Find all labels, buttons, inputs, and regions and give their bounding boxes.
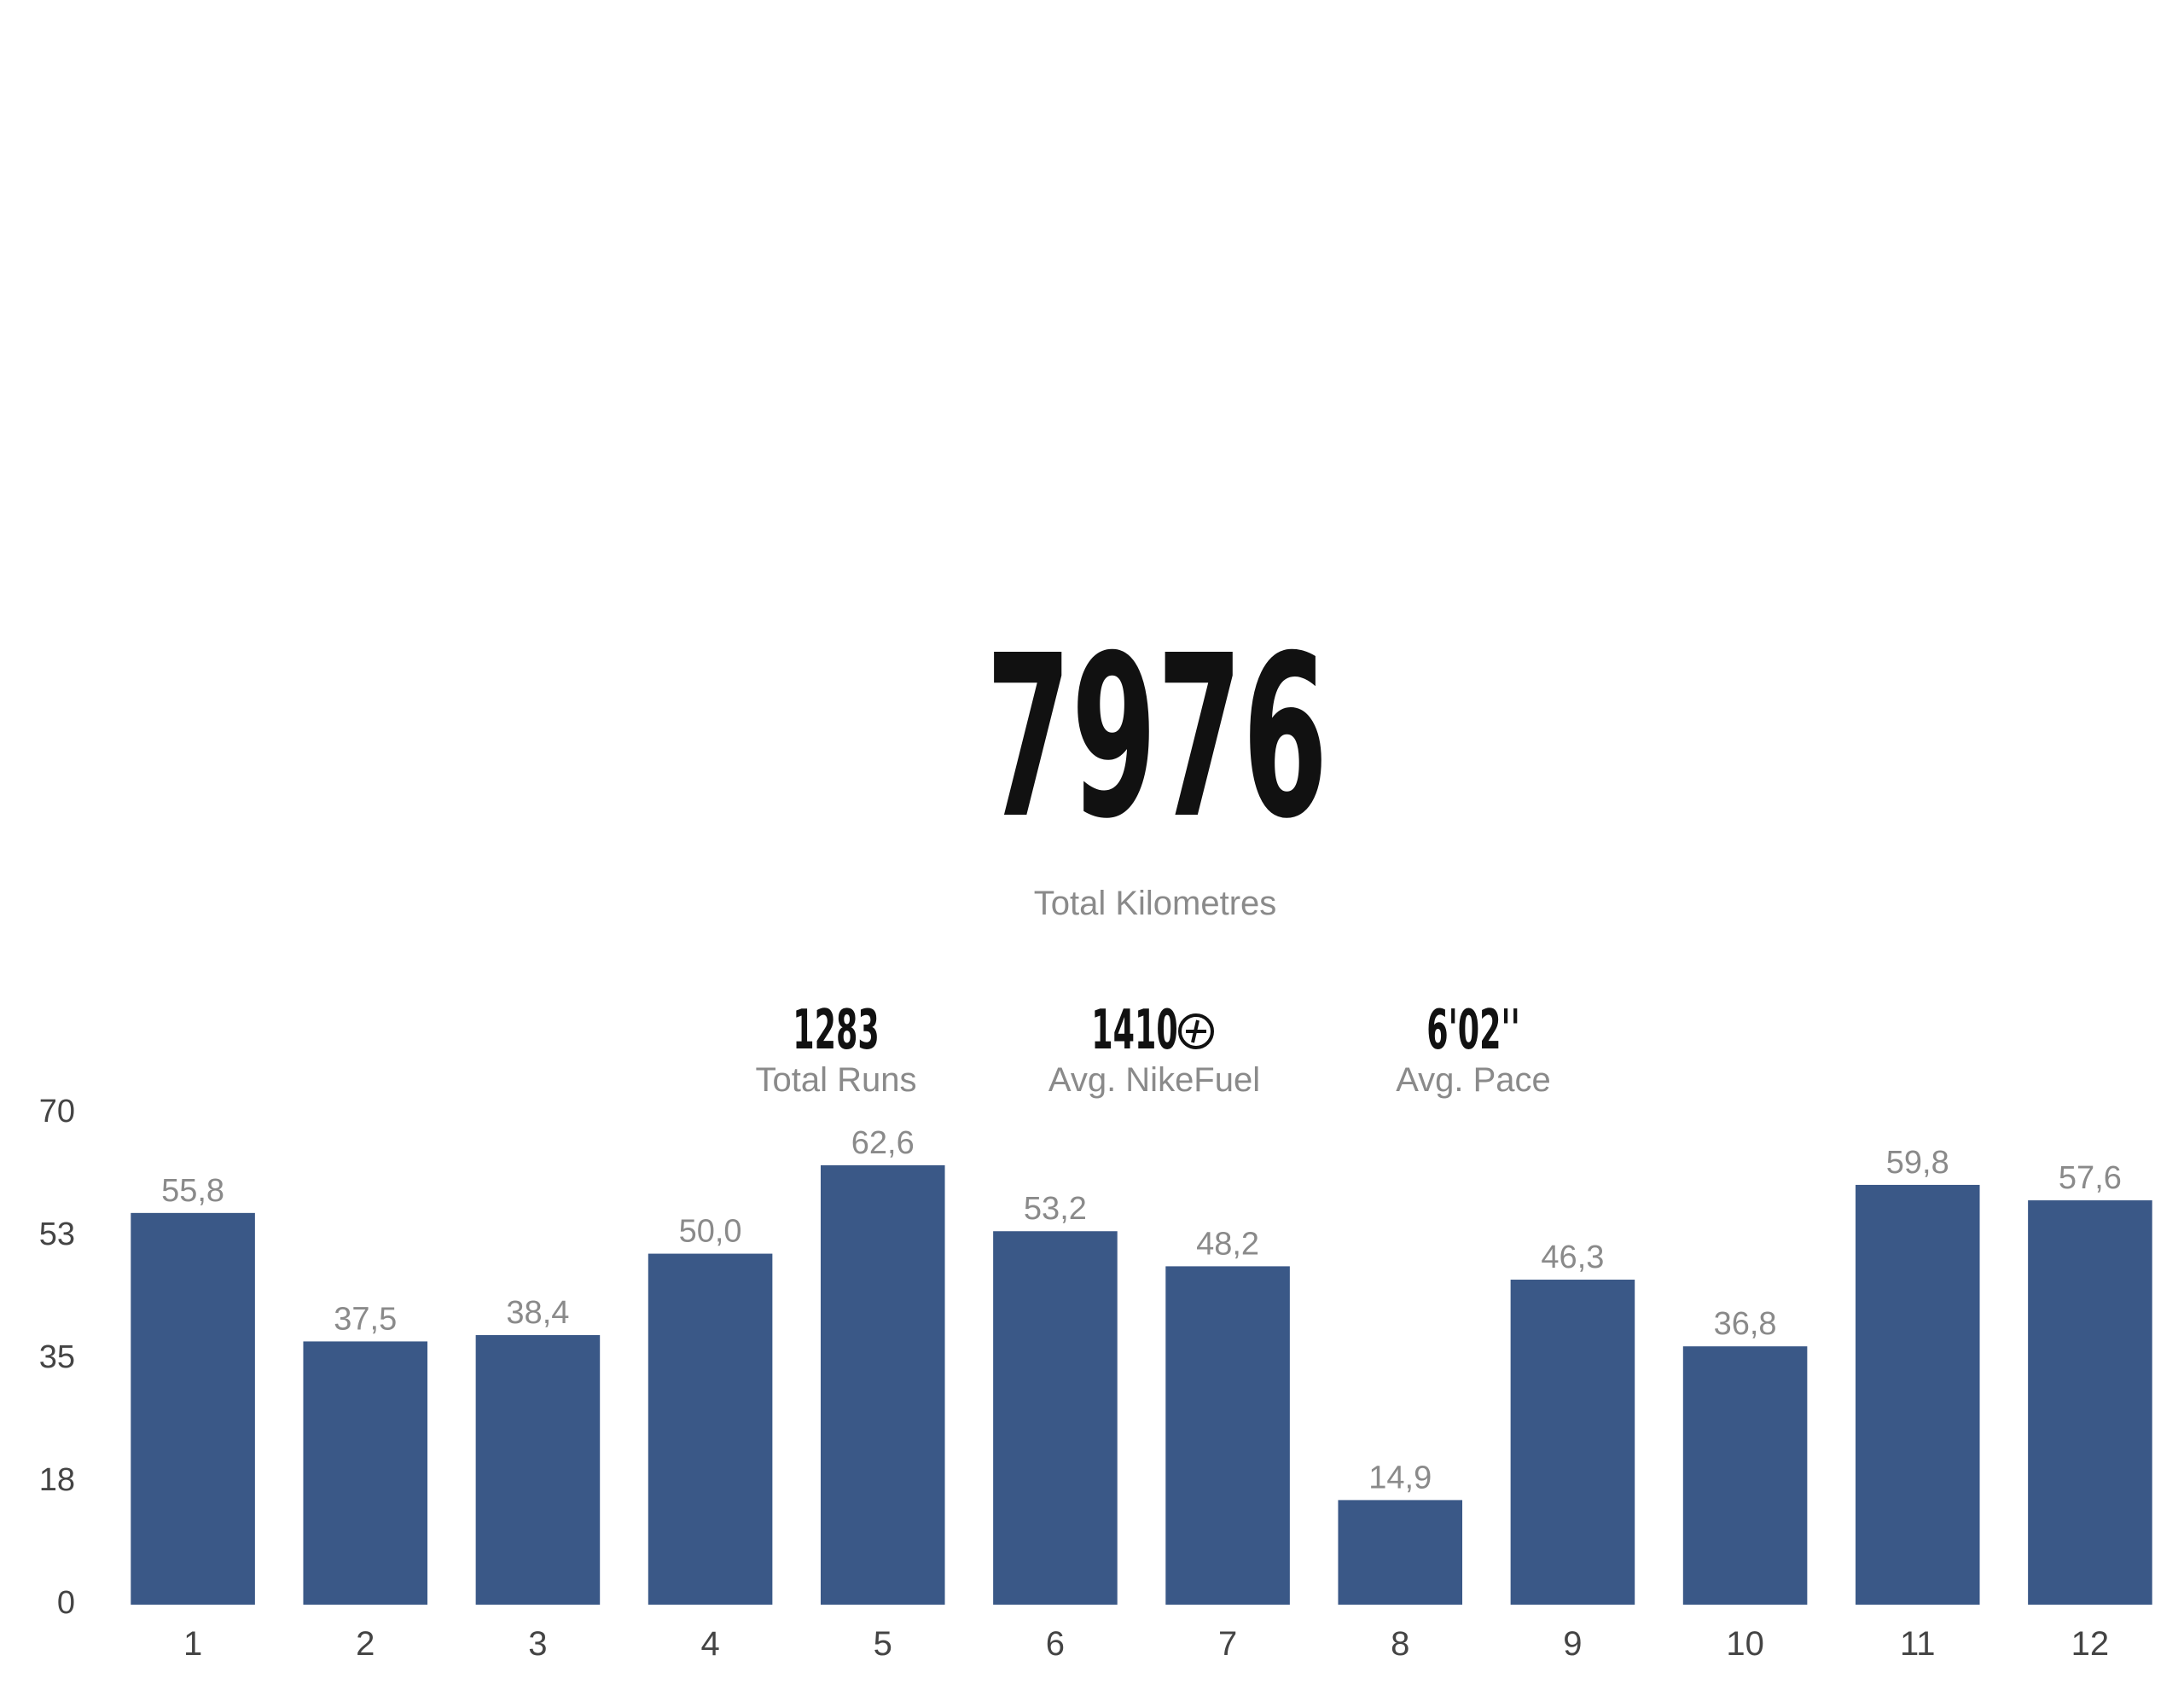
data-label: 50,0 (679, 1214, 742, 1250)
bar (131, 1212, 255, 1605)
bar (1682, 1346, 1808, 1605)
y-tick-label: 18 (39, 1462, 75, 1498)
y-tick-label: 35 (39, 1339, 75, 1375)
stat-group: 1410 (1091, 999, 1178, 1062)
stat-group: 1283 (793, 999, 880, 1062)
stat-group: 6'02'' (1426, 999, 1520, 1062)
nikefuel-icon (1178, 1013, 1214, 1049)
data-label: 55,8 (161, 1173, 224, 1209)
data-label: 37,5 (334, 1301, 397, 1337)
data-label: 38,4 (506, 1295, 569, 1331)
stat-value: 6'02'' (1426, 999, 1520, 1062)
bar (820, 1164, 945, 1605)
x-tick-label: 8 (1391, 1625, 1409, 1663)
total-group: 7976 (985, 607, 1327, 868)
bar (648, 1253, 773, 1605)
data-label: 36,8 (1714, 1306, 1777, 1342)
stat-label: Total Runs (756, 1061, 917, 1099)
data-label: 57,6 (2059, 1160, 2122, 1196)
stat-value: 1410 (1091, 999, 1178, 1062)
stat-value: 1283 (793, 999, 880, 1062)
bar (993, 1231, 1118, 1605)
stat-label: Avg. Pace (1396, 1061, 1551, 1099)
x-tick-label: 9 (1563, 1625, 1582, 1663)
bar (1338, 1500, 1463, 1605)
stat-label: Avg. NikeFuel (1048, 1061, 1260, 1099)
bar (2028, 1200, 2152, 1605)
bar (475, 1335, 601, 1605)
y-tick-label: 53 (39, 1217, 75, 1252)
data-label: 14,9 (1368, 1460, 1432, 1495)
y-tick-label: 0 (57, 1585, 75, 1621)
x-tick-label: 11 (1900, 1625, 1936, 1663)
x-tick-label: 10 (1726, 1625, 1764, 1663)
data-label: 48,2 (1196, 1226, 1259, 1262)
x-tick-label: 3 (528, 1625, 547, 1663)
bar (1855, 1184, 1980, 1605)
bar (1165, 1266, 1290, 1605)
data-label: 53,2 (1024, 1191, 1087, 1227)
total-label: Total Kilometres (1034, 885, 1277, 922)
x-tick-label: 7 (1218, 1625, 1237, 1663)
x-tick-label: 1 (183, 1625, 202, 1663)
data-label: 62,6 (851, 1125, 915, 1161)
bar (303, 1341, 428, 1605)
y-tick-label: 70 (39, 1094, 75, 1129)
x-tick-label: 5 (874, 1625, 892, 1663)
bar (1510, 1280, 1635, 1605)
chart: 0 18 35 53 70 1 55,8 2 37,5 3 38,4 4 50,0 5 62,6 6 53,2 7… (39, 1094, 2152, 1663)
x-tick-label: 2 (356, 1625, 375, 1663)
x-tick-label: 12 (2071, 1625, 2110, 1663)
x-tick-label: 4 (700, 1625, 719, 1663)
x-tick-label: 6 (1046, 1625, 1065, 1663)
data-label: 46,3 (1541, 1240, 1604, 1275)
data-label: 59,8 (1886, 1145, 1949, 1181)
total-value: 7976 (985, 607, 1327, 868)
